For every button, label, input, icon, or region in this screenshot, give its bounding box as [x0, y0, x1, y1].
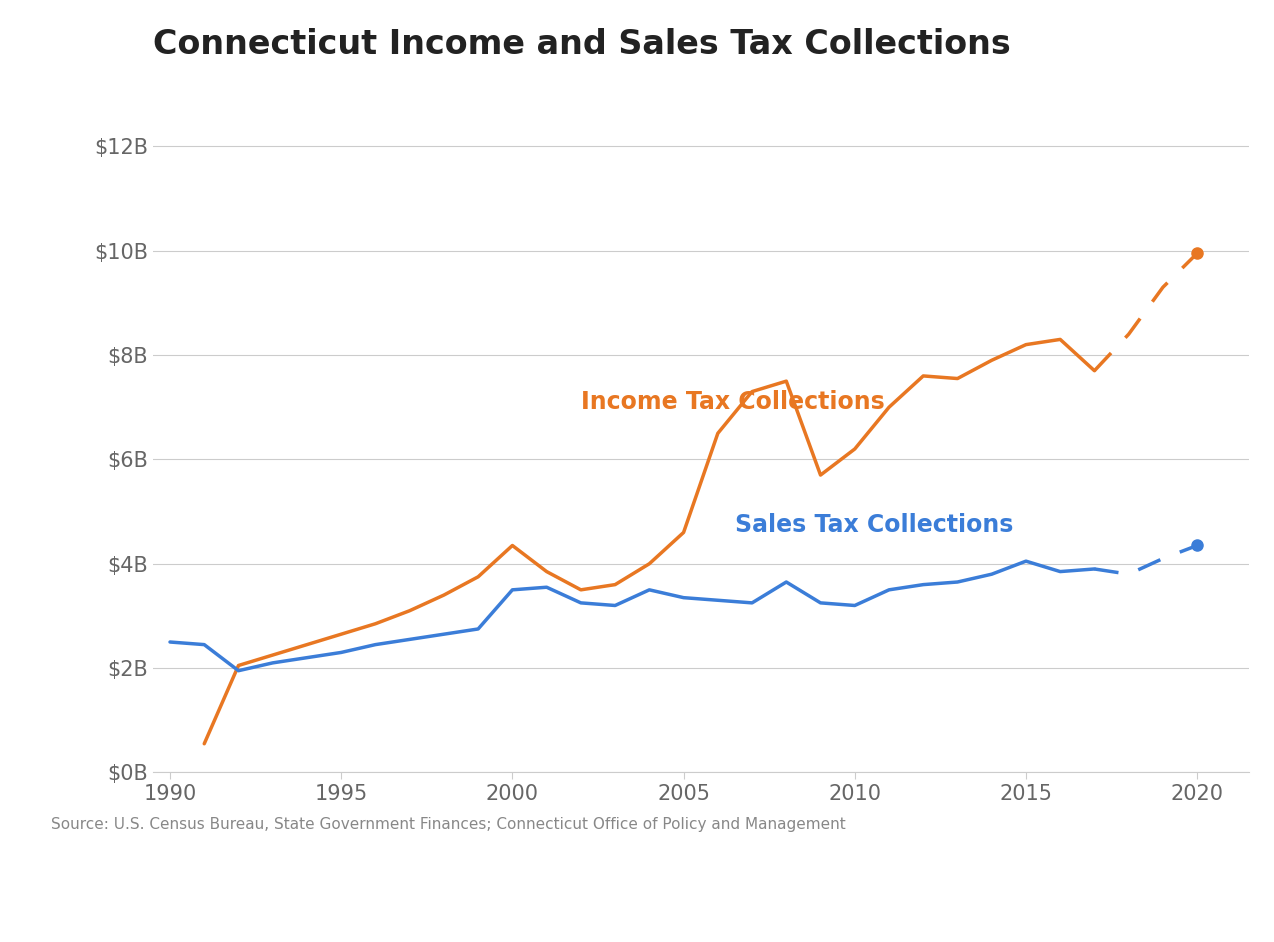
Text: Source: U.S. Census Bureau, State Government Finances; Connecticut Office of Pol: Source: U.S. Census Bureau, State Govern…	[51, 817, 846, 832]
Text: Income Tax Collections: Income Tax Collections	[581, 390, 884, 414]
Text: Sales Tax Collections: Sales Tax Collections	[735, 512, 1013, 537]
Text: Connecticut Income and Sales Tax Collections: Connecticut Income and Sales Tax Collect…	[153, 28, 1010, 61]
Text: @TaxFoundation: @TaxFoundation	[1070, 897, 1242, 917]
Text: TAX FOUNDATION: TAX FOUNDATION	[32, 897, 238, 917]
